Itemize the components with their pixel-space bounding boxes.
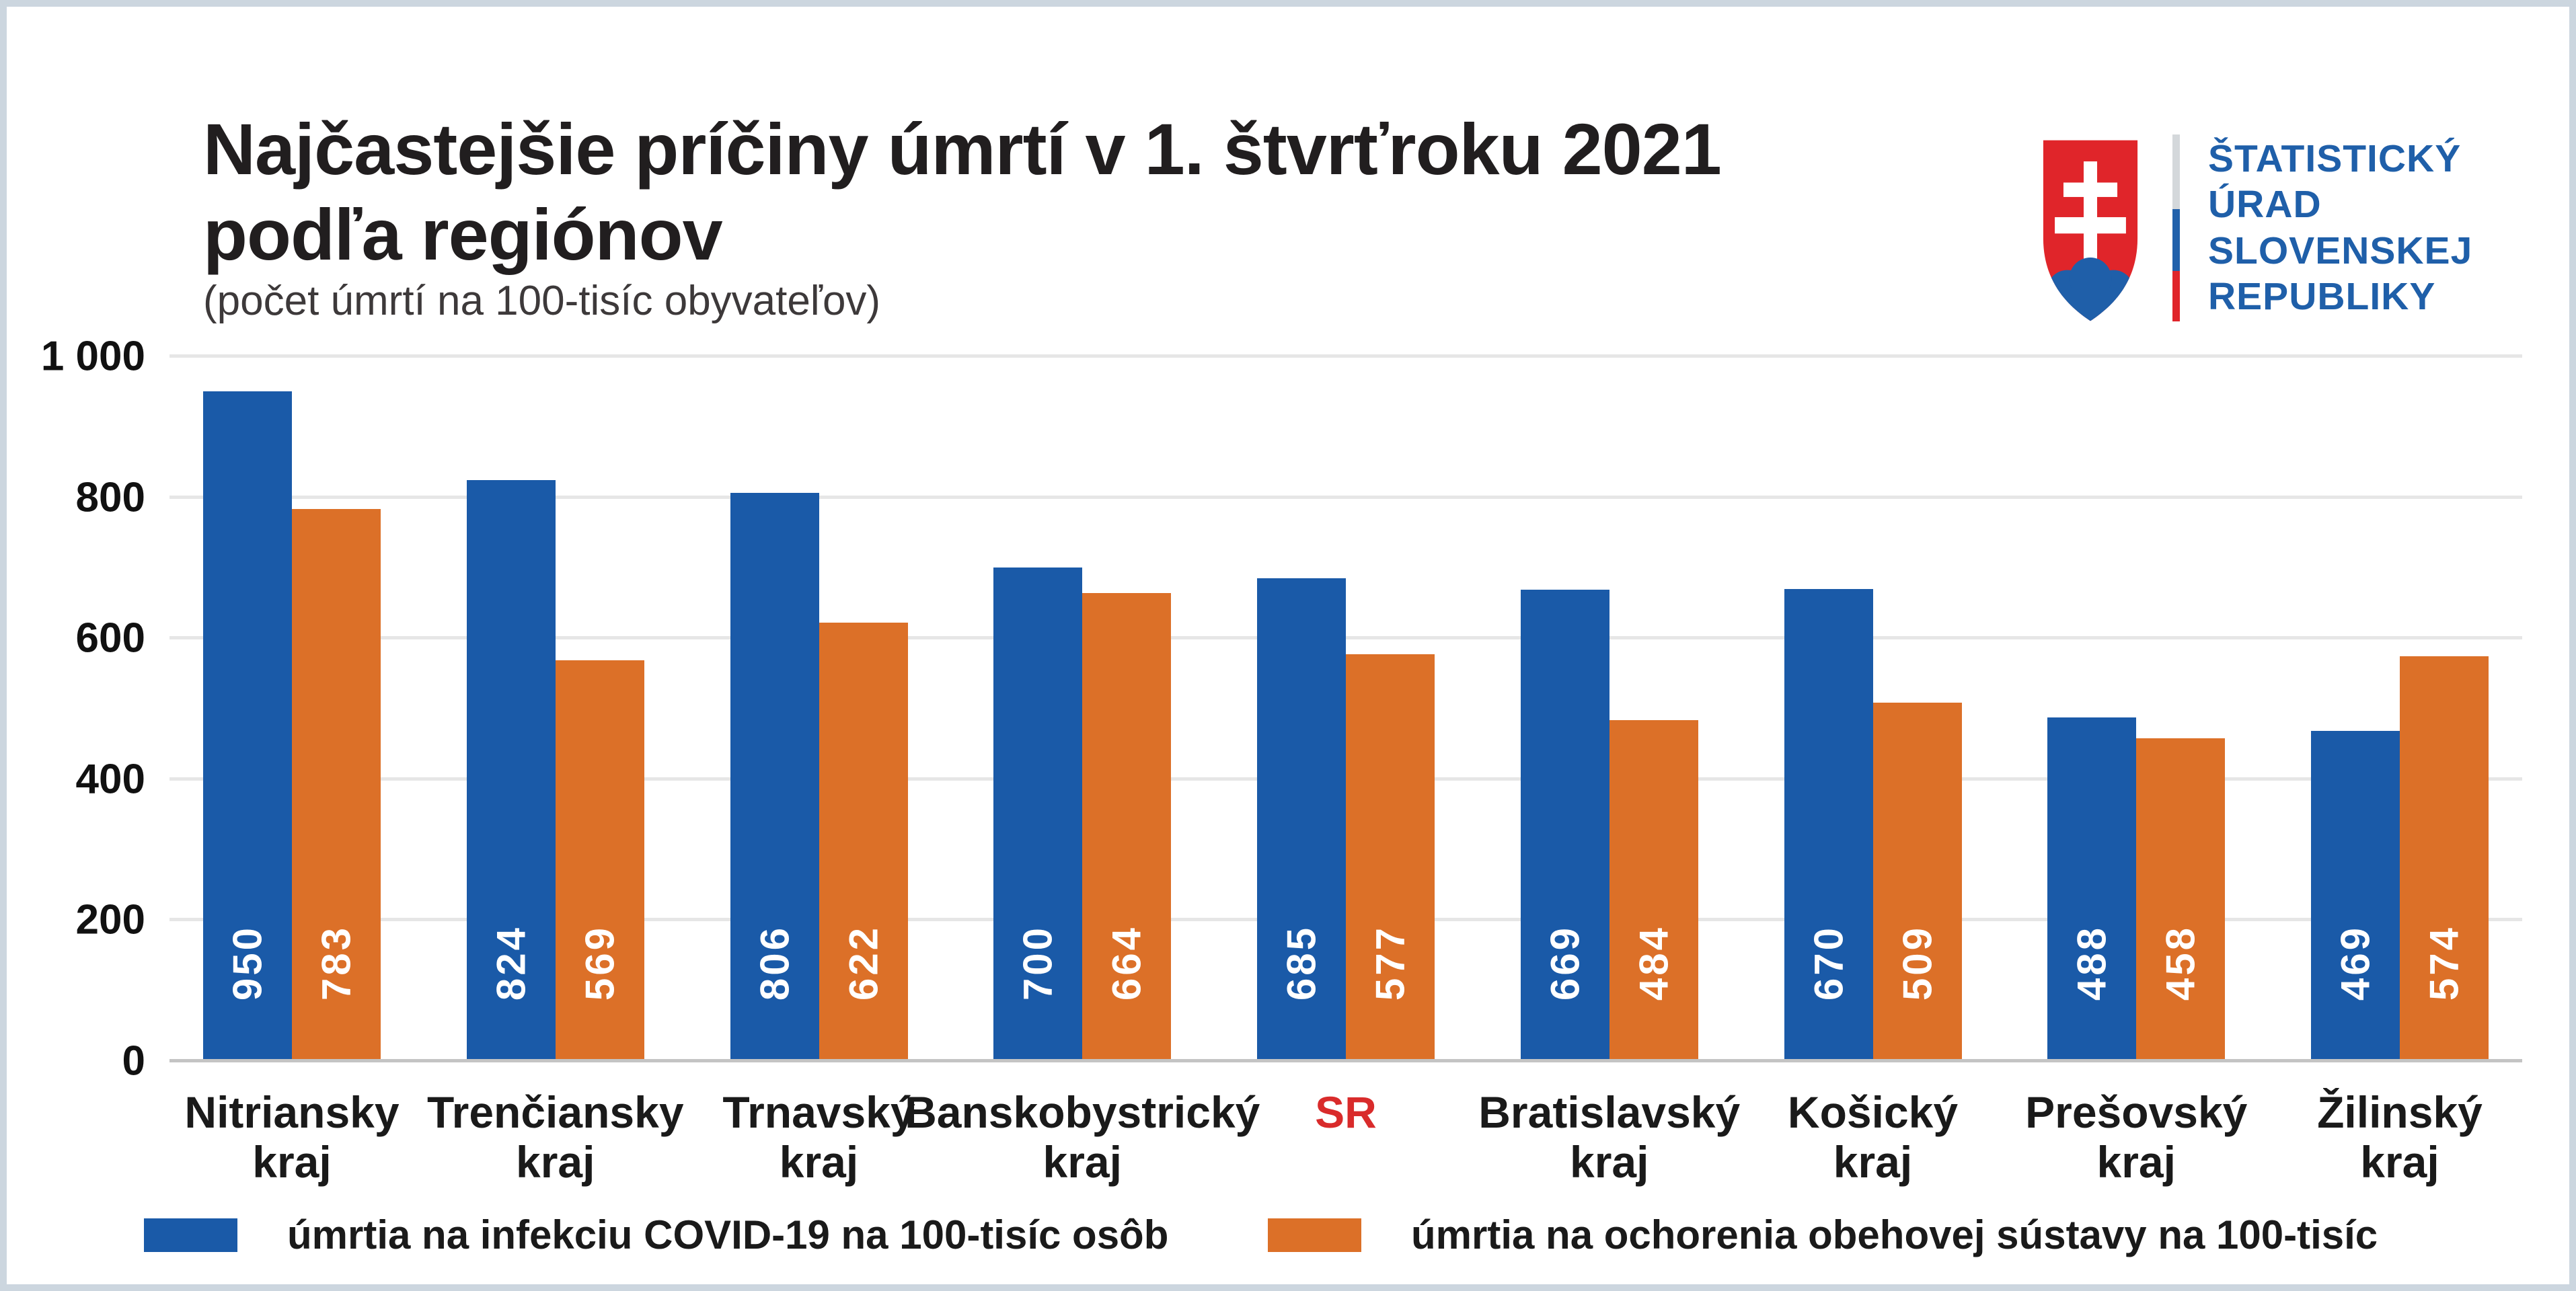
covid-bar-8: 488 <box>2047 717 2137 1061</box>
x-axis-label-3: Trnavský kraj <box>722 1087 915 1187</box>
bar-value-label: 824 <box>488 925 534 1001</box>
y-tick-200: 200 <box>75 896 145 943</box>
bar-group-8: 488 458 Prešovský kraj <box>2025 356 2247 1187</box>
page-title-line-2: podľa regiónov <box>203 194 723 276</box>
page-title-line-1: Najčastejšie príčiny úmrtí v 1. štvrťrok… <box>203 108 1722 190</box>
circulatory-bar-4: 664 <box>1082 593 1172 1061</box>
x-axis-label-7: Košický kraj <box>1787 1087 1959 1187</box>
covid-bar-1: 950 <box>203 391 292 1061</box>
gridline-1000 <box>169 354 2522 358</box>
bar-group-7: 670 509 Košický kraj <box>1784 356 1962 1187</box>
x-axis-label-4: Banskobystrický kraj <box>905 1087 1260 1187</box>
legend-item-circulatory: úmrtia na ochorenia obehovej sústavy na … <box>1268 1212 2378 1258</box>
circulatory-bar-6: 484 <box>1609 719 1698 1061</box>
circulatory-bar-7: 509 <box>1872 702 1962 1061</box>
circulatory-bar-3: 622 <box>819 623 908 1061</box>
bar-value-label: 577 <box>1367 925 1413 1001</box>
circulatory-bar-5: 577 <box>1346 654 1435 1061</box>
bar-value-label: 950 <box>225 925 270 1001</box>
page-subtitle: (počet úmrtí na 100-tisíc obyvateľov) <box>203 278 881 324</box>
bar-group-5: 685 577 SR <box>1257 356 1435 1137</box>
bar-value-label: 469 <box>2333 925 2378 1001</box>
covid-bar-6: 669 <box>1520 589 1609 1061</box>
logo-text-line: ÚRAD <box>2208 183 2322 227</box>
logo-bar-red <box>2172 270 2180 321</box>
bar-value-label: 509 <box>1895 925 1940 1001</box>
logo-tricolor-bar <box>2172 134 2180 321</box>
logo-bar-white <box>2172 134 2180 210</box>
covid-bar-5: 685 <box>1257 578 1346 1061</box>
x-axis-line <box>169 1059 2522 1062</box>
logo-bar-blue <box>2172 209 2180 271</box>
page-title: Najčastejšie príčiny úmrtí v 1. štvrťrok… <box>203 106 1722 278</box>
bar-value-label: 783 <box>313 925 359 1001</box>
bar-value-label: 569 <box>577 925 623 1001</box>
gridline-600 <box>169 636 2522 640</box>
bar-value-label: 669 <box>1542 925 1588 1001</box>
bar-value-label: 664 <box>1104 925 1149 1001</box>
circulatory-bar-2: 569 <box>555 660 644 1061</box>
legend: úmrtia na infekciu COVID-19 na 100-tisíc… <box>7 1212 2569 1260</box>
bar-value-label: 488 <box>2069 925 2115 1001</box>
bar-group-3: 806 622 Trnavský kraj <box>722 356 915 1187</box>
bar-value-label: 700 <box>1015 925 1061 1001</box>
bar-value-label: 574 <box>2421 925 2467 1001</box>
bar-value-label: 685 <box>1279 925 1324 1001</box>
bar-group-1: 950 783 Nitriansky kraj <box>184 356 400 1187</box>
x-axis-label-5: SR <box>1315 1087 1377 1137</box>
bar-group-4: 700 664 Banskobystrický kraj <box>905 356 1260 1187</box>
circulatory-bar-8: 458 <box>2136 738 2226 1061</box>
bar-value-label: 670 <box>1806 925 1851 1001</box>
y-tick-600: 600 <box>75 615 145 662</box>
logo-text-line: REPUBLIKY <box>2208 275 2436 319</box>
legend-label-covid: úmrtia na infekciu COVID-19 na 100-tisíc… <box>287 1212 1169 1257</box>
logo-text-line: SLOVENSKEJ <box>2208 229 2473 272</box>
bar-group-9: 469 574 Žilinský kraj <box>2311 356 2489 1187</box>
gridline-800 <box>169 495 2522 499</box>
x-axis-label-2: Trenčiansky kraj <box>426 1087 684 1187</box>
logo-text-line: ŠTATISTICKÝ <box>2208 137 2462 180</box>
circulatory-bar-1: 783 <box>292 509 381 1061</box>
bar-group-2: 824 569 Trenčiansky kraj <box>427 356 684 1187</box>
bar-group-6: 669 484 Bratislavský kraj <box>1478 356 1740 1187</box>
slovak-coat-of-arms-icon <box>2043 140 2138 321</box>
legend-swatch-circulatory <box>1268 1218 1361 1252</box>
x-axis-label-6: Bratislavský kraj <box>1478 1087 1741 1187</box>
statistical-office-logo: ŠTATISTICKÝ ÚRAD SLOVENSKEJ REPUBLIKY <box>2037 134 2472 327</box>
legend-swatch-covid <box>144 1218 237 1252</box>
y-tick-800: 800 <box>75 474 145 521</box>
y-tick-400: 400 <box>75 756 145 803</box>
circulatory-bar-9: 574 <box>2400 656 2489 1061</box>
covid-bar-9: 469 <box>2311 730 2400 1061</box>
bar-value-label: 484 <box>1631 925 1677 1001</box>
bar-value-label: 622 <box>841 925 886 1001</box>
bar-chart: 0 200 400 600 800 1 000 950 783 Nitriansky kraj… <box>41 334 2522 1187</box>
legend-item-covid: úmrtia na infekciu COVID-19 na 100-tisíc… <box>144 1212 1168 1258</box>
y-tick-0: 0 <box>122 1038 145 1085</box>
x-axis-label-9: Žilinský kraj <box>2317 1087 2483 1187</box>
y-tick-1000: 1 000 <box>40 333 145 380</box>
x-axis-label-1: Nitriansky kraj <box>184 1087 400 1187</box>
covid-bar-4: 700 <box>993 568 1083 1061</box>
covid-bar-3: 806 <box>730 493 819 1061</box>
x-axis-label-8: Prešovský kraj <box>2025 1087 2248 1187</box>
bar-value-label: 458 <box>2158 925 2203 1001</box>
bar-value-label: 806 <box>752 925 797 1001</box>
bars-area: 950 783 Nitriansky kraj 824 569 Trenčiansky k… <box>169 356 2522 1187</box>
legend-label-circulatory: úmrtia na ochorenia obehovej sústavy na … <box>1411 1212 2378 1257</box>
logo-text: ŠTATISTICKÝ ÚRAD SLOVENSKEJ REPUBLIKY <box>2208 134 2472 327</box>
covid-bar-7: 670 <box>1784 588 1873 1061</box>
covid-bar-2: 824 <box>466 480 556 1061</box>
